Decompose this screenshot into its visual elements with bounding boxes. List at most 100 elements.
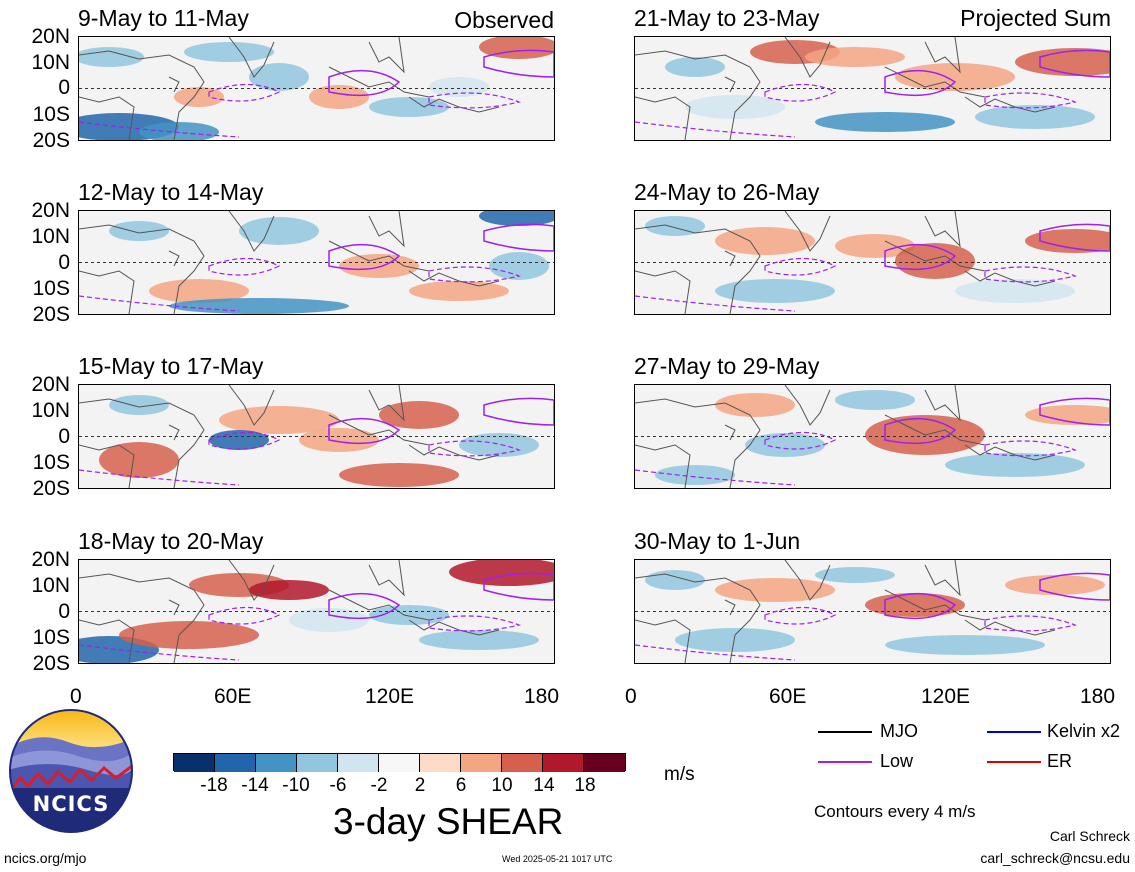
shear-shading xyxy=(835,234,915,258)
footer-timestamp: Wed 2025-05-21 1017 UTC xyxy=(502,854,613,864)
shear-shading xyxy=(479,211,554,226)
coastline xyxy=(368,560,405,597)
lon-label: 0 xyxy=(70,685,82,708)
map-panel-8 xyxy=(634,559,1111,664)
colorbar-tick: -14 xyxy=(241,775,269,796)
map-panel-3 xyxy=(78,210,555,315)
shear-shading xyxy=(685,95,785,119)
shear-shading xyxy=(715,227,815,255)
shear-field xyxy=(79,37,554,140)
coastline xyxy=(635,224,761,314)
panel-title-5: 15-May to 17-May xyxy=(78,353,264,379)
lat-label: 10S xyxy=(32,277,70,300)
low-contour-positive xyxy=(884,397,1110,445)
coastline xyxy=(79,619,135,663)
lon-label: 0 xyxy=(625,685,637,708)
coastline xyxy=(884,589,986,621)
coastline xyxy=(408,270,500,287)
coastline xyxy=(784,37,831,78)
shear-shading xyxy=(815,112,955,132)
panel-title-1: 9-May to 11-May xyxy=(78,5,249,31)
legend-label-mjo: MJO xyxy=(880,721,918,741)
low-contour-negative xyxy=(635,257,1078,312)
low-contour-negative xyxy=(79,83,522,138)
shear-shading xyxy=(975,105,1095,129)
lat-label: 20N xyxy=(31,548,70,571)
shear-field xyxy=(635,37,1110,140)
shear-shading xyxy=(239,217,319,245)
colorbar xyxy=(173,753,626,772)
shear-shading xyxy=(835,390,915,410)
shear-shading xyxy=(299,428,379,452)
legend-line-low xyxy=(818,761,872,763)
colorbar-tick: 10 xyxy=(491,775,513,796)
lon-label: 120E xyxy=(921,685,971,708)
colorbar-tick: -6 xyxy=(329,775,347,796)
low-contour-positive xyxy=(328,49,554,97)
legend-label-low: Low xyxy=(880,751,914,771)
lon-label: 60E xyxy=(214,685,252,708)
colorbar-tick: -10 xyxy=(282,775,310,796)
figure-title: 3-day SHEAR xyxy=(333,801,564,842)
lat-label: 20S xyxy=(32,652,70,675)
shear-shading xyxy=(489,252,549,280)
shear-shading xyxy=(675,628,795,652)
shear-shading xyxy=(745,433,825,457)
legend-note: Contours every 4 m/s xyxy=(814,802,976,821)
colorbar-swatch xyxy=(297,754,338,772)
map-panel-6 xyxy=(634,384,1111,489)
coastline xyxy=(228,211,275,252)
map-panel-1 xyxy=(78,36,555,141)
map-panel-2 xyxy=(634,36,1111,141)
shear-shading xyxy=(1025,405,1110,425)
lat-label: 0 xyxy=(58,251,70,274)
colorbar-tick: 14 xyxy=(533,775,555,796)
lon-label: 180 xyxy=(1080,685,1116,708)
ncics-logo: NCICS xyxy=(8,708,134,834)
shear-shading xyxy=(169,298,349,314)
coastline xyxy=(79,224,205,314)
coastline xyxy=(884,414,986,446)
legend-line-mjo xyxy=(818,731,872,733)
shear-shading xyxy=(945,453,1085,477)
shear-shading xyxy=(419,630,539,650)
coastline xyxy=(884,240,986,272)
colorbar-swatch xyxy=(420,754,461,772)
coastline xyxy=(784,211,831,252)
colorbar-tick: 6 xyxy=(455,775,467,796)
shear-shading xyxy=(289,608,369,632)
coastline xyxy=(924,385,961,422)
shear-shading xyxy=(249,63,309,91)
footer-url: ncics.org/mjo xyxy=(4,850,87,866)
shear-shading xyxy=(309,85,369,109)
coastline xyxy=(328,589,430,621)
panel-title-4: 24-May to 26-May xyxy=(634,179,820,205)
shear-shading xyxy=(209,430,269,450)
low-contour-negative xyxy=(635,606,1078,661)
coastline xyxy=(924,560,961,597)
coastline xyxy=(964,96,1056,113)
coastline xyxy=(368,211,405,248)
ncics-logo-icon xyxy=(9,709,133,833)
low-contour-negative xyxy=(79,431,522,486)
colorbar-swatch xyxy=(338,754,379,772)
shear-shading xyxy=(99,442,179,478)
coastline xyxy=(635,444,691,488)
coastline xyxy=(408,96,500,113)
coastline xyxy=(964,270,1056,287)
coastline xyxy=(408,444,500,461)
shear-field xyxy=(635,560,1110,663)
shear-shading xyxy=(429,77,489,97)
panel-title-3: 12-May to 14-May xyxy=(78,179,264,205)
colorbar-tick: -2 xyxy=(370,775,388,796)
lon-label: 180 xyxy=(524,685,560,708)
shear-shading xyxy=(895,243,975,279)
lon-label: 60E xyxy=(769,685,807,708)
lat-label: 10S xyxy=(32,626,70,649)
low-contour-positive xyxy=(884,572,1110,620)
lat-label: 0 xyxy=(58,600,70,623)
coastline xyxy=(368,385,405,422)
map-panel-5 xyxy=(78,384,555,489)
lat-label: 0 xyxy=(58,76,70,99)
shear-shading xyxy=(109,221,169,241)
